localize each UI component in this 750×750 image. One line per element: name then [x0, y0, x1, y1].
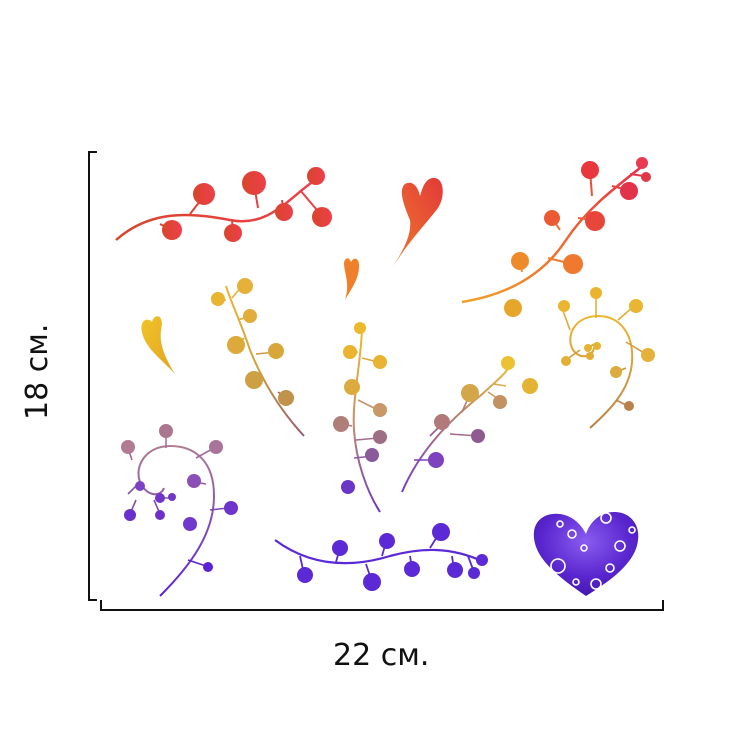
purple-berry-branch-icon	[274, 523, 488, 591]
gold-swirl-sprig-icon	[558, 287, 655, 429]
height-dimension-label: 18 см.	[20, 323, 55, 420]
red-berry-branch-icon	[115, 167, 332, 242]
purple-swirl-sprig-icon	[121, 424, 238, 597]
purple-polka-heart-icon	[533, 512, 639, 596]
yellow-berry-sprig-icon	[211, 278, 305, 437]
small-orange-leaf-icon	[344, 258, 360, 300]
red-orange-berry-branch-icon	[461, 157, 651, 317]
yellow-heart-leaf-icon	[141, 316, 175, 374]
red-leaf-heart-icon	[392, 177, 443, 268]
width-dimension-label: 22 см.	[333, 638, 430, 673]
width-ruler	[100, 600, 664, 611]
diagonal-berry-sprig-icon	[401, 356, 538, 493]
center-berry-sprig-icon	[333, 322, 387, 513]
height-ruler	[88, 151, 97, 601]
